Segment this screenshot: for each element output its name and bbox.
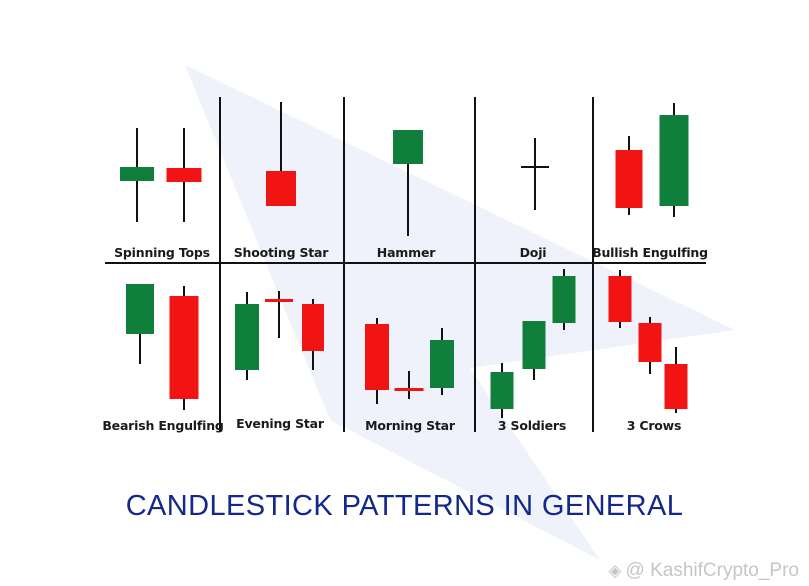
evening-star-candle-2	[265, 291, 293, 338]
spinning-top-candle-red	[166, 128, 202, 222]
crow-candle-2-body	[638, 323, 662, 362]
bullish-engulfing-small-candle-body	[615, 150, 643, 208]
morning-star-candle-1	[365, 318, 389, 404]
crow-candle-1-body	[608, 276, 632, 322]
doji-candle	[521, 138, 549, 210]
soldier-candle-2	[522, 321, 546, 380]
evening-star-candle-1-body	[235, 304, 259, 370]
evening-star-candle-1	[235, 292, 259, 380]
label-doji: Doji	[519, 245, 547, 260]
bullish-engulfing-big-candle-body	[659, 115, 689, 206]
crow-candle-1	[608, 270, 632, 328]
morning-star-candle-3-body	[430, 340, 454, 388]
bearish-engulfing-big-candle-body	[169, 296, 199, 399]
spinning-top-candle-green-body	[120, 167, 154, 181]
label-spinning-tops: Spinning Tops	[114, 245, 210, 260]
shooting-star-candle	[266, 102, 296, 206]
hammer-candle	[393, 130, 423, 236]
bullish-engulfing-big-candle	[659, 103, 689, 217]
soldier-candle-3-body	[552, 276, 576, 323]
morning-star-candle-3	[430, 328, 454, 395]
morning-star-candle-2	[394, 371, 424, 399]
watermark-text: @ KashifCrypto_Pro	[625, 560, 799, 581]
shooting-star-candle-body	[266, 171, 296, 206]
hammer-candle-body	[393, 130, 423, 164]
soldier-candle-3	[552, 269, 576, 330]
spinning-top-candle-red-body	[166, 168, 202, 182]
background-arrow-shape	[185, 65, 735, 560]
label-bullish-engulfing: Bullish Engulfing	[592, 245, 708, 260]
crow-candle-2	[638, 317, 662, 374]
diamond-logo-icon: ◈	[608, 561, 622, 580]
candles-layer	[120, 102, 689, 418]
bearish-engulfing-small-candle-body	[126, 284, 154, 334]
morning-star-candle-2-body	[394, 388, 424, 391]
crow-candle-3-body	[664, 364, 688, 409]
soldier-candle-1-body	[490, 372, 514, 409]
label-3-crows: 3 Crows	[626, 418, 682, 433]
soldier-candle-2-body	[522, 321, 546, 369]
soldier-candle-1	[490, 363, 514, 418]
evening-star-candle-3-body	[302, 304, 324, 351]
evening-star-candle-3	[302, 299, 324, 370]
label-3-soldiers: 3 Soldiers	[497, 418, 567, 433]
label-shooting-star: Shooting Star	[233, 245, 329, 260]
morning-star-candle-1-body	[365, 324, 389, 390]
label-hammer: Hammer	[376, 245, 436, 260]
label-morning-star: Morning Star	[365, 418, 455, 433]
watermark: ◈ @ KashifCrypto_Pro	[608, 560, 799, 582]
label-bearish-engulfing: Bearish Engulfing	[102, 418, 224, 433]
crow-candle-3	[664, 347, 688, 413]
bearish-engulfing-small-candle	[126, 284, 154, 364]
bullish-engulfing-small-candle	[615, 136, 643, 215]
main-title: CANDLESTICK PATTERNS IN GENERAL	[125, 490, 684, 522]
spinning-top-candle-green	[120, 128, 154, 222]
label-evening-star: Evening Star	[236, 416, 324, 431]
evening-star-candle-2-body	[265, 299, 293, 302]
bearish-engulfing-big-candle	[169, 286, 199, 410]
grid-dividers	[105, 97, 706, 432]
